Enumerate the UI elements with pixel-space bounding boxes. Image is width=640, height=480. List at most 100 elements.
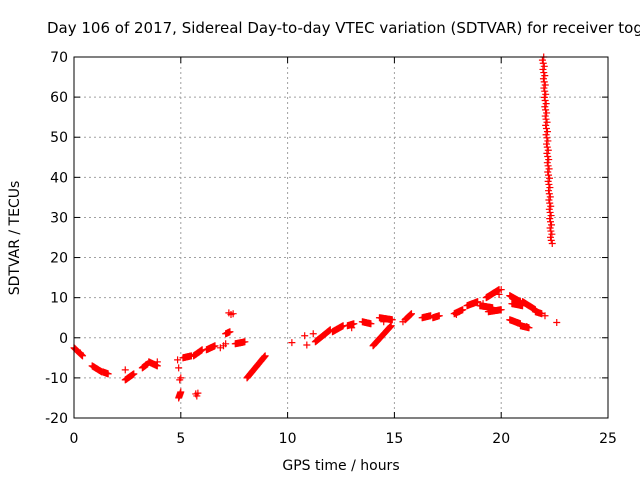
data-point xyxy=(544,152,552,160)
data-point xyxy=(545,205,553,213)
data-point xyxy=(497,306,505,314)
data-point xyxy=(541,81,549,89)
data-point xyxy=(435,312,443,320)
x-tick-label: 25 xyxy=(599,431,617,447)
data-point xyxy=(543,149,551,157)
data-point xyxy=(544,162,552,170)
data-point xyxy=(540,93,548,101)
data-point xyxy=(543,159,551,167)
data-point xyxy=(523,323,531,331)
y-tick-label: 70 xyxy=(50,50,68,66)
y-tick-label: 50 xyxy=(50,130,68,146)
data-point xyxy=(452,311,460,319)
data-point xyxy=(541,112,549,120)
data-point xyxy=(541,97,549,105)
data-point xyxy=(546,233,554,241)
data-point xyxy=(121,366,129,374)
data-point xyxy=(543,109,551,117)
data-point xyxy=(539,75,547,83)
data-point xyxy=(543,128,551,136)
data-point xyxy=(176,376,184,384)
data-point xyxy=(350,320,358,328)
data-point xyxy=(226,328,234,336)
data-point xyxy=(175,364,183,372)
data-point xyxy=(548,240,556,248)
data-point xyxy=(542,115,550,123)
data-point xyxy=(153,358,161,366)
data-point xyxy=(497,286,505,294)
data-point xyxy=(309,330,317,338)
data-point xyxy=(367,320,375,328)
data-point xyxy=(546,199,554,207)
data-point xyxy=(539,59,547,67)
data-point xyxy=(380,318,388,326)
data-point xyxy=(544,177,552,185)
data-point xyxy=(544,146,552,154)
data-point xyxy=(474,298,482,306)
y-tick-label: -10 xyxy=(45,371,68,387)
data-point xyxy=(542,100,550,108)
data-point xyxy=(194,389,202,397)
data-point xyxy=(261,352,269,360)
data-point xyxy=(543,140,551,148)
data-point xyxy=(459,306,467,314)
data-point xyxy=(241,338,249,346)
data-point xyxy=(546,193,554,201)
data-point xyxy=(545,171,553,179)
plot-frame xyxy=(73,56,609,419)
data-point xyxy=(545,190,553,198)
data-point xyxy=(512,296,520,304)
x-axis-label: GPS time / hours xyxy=(282,458,399,474)
data-point xyxy=(546,224,554,232)
data-point xyxy=(303,341,311,349)
data-point xyxy=(495,290,503,298)
data-point xyxy=(541,72,549,80)
y-axis-label: SDTVAR / TECUs xyxy=(7,181,23,296)
data-point xyxy=(546,215,554,223)
data-point xyxy=(553,319,561,327)
x-tick-label: 15 xyxy=(385,431,403,447)
data-point xyxy=(548,230,556,238)
data-point xyxy=(546,218,554,226)
data-point xyxy=(545,187,553,195)
data-point xyxy=(104,370,112,378)
x-tick-label: 0 xyxy=(70,431,79,447)
data-point xyxy=(540,84,548,92)
data-point xyxy=(539,65,547,73)
data-point xyxy=(545,196,553,204)
data-point xyxy=(543,134,551,142)
data-points xyxy=(70,53,561,402)
data-point xyxy=(229,310,237,318)
data-point xyxy=(541,312,549,320)
data-point xyxy=(547,212,555,220)
y-tick-label: -20 xyxy=(45,411,68,427)
data-point xyxy=(479,300,487,308)
data-point xyxy=(387,322,395,330)
data-point xyxy=(76,349,84,357)
data-point xyxy=(547,236,555,244)
data-point xyxy=(541,87,549,95)
x-axis-ticks: 0 5 10 15 20 25 xyxy=(70,57,617,447)
grid-lines xyxy=(74,57,608,418)
y-tick-label: 40 xyxy=(50,170,68,186)
data-point xyxy=(538,56,546,64)
data-point xyxy=(211,342,219,350)
data-point xyxy=(301,332,309,340)
data-point xyxy=(174,356,182,364)
data-point xyxy=(399,318,407,326)
data-point xyxy=(542,90,550,98)
data-point xyxy=(348,324,356,332)
y-axis-ticks: -20 -10 0 10 20 30 40 50 60 70 xyxy=(45,50,608,427)
data-point xyxy=(220,342,228,350)
data-point xyxy=(544,137,552,145)
x-tick-label: 20 xyxy=(492,431,510,447)
data-point xyxy=(542,106,550,114)
data-point xyxy=(546,208,554,216)
data-point xyxy=(547,227,555,235)
data-point xyxy=(177,388,185,396)
data-point xyxy=(545,165,553,173)
data-point xyxy=(407,310,415,318)
data-point xyxy=(545,156,553,164)
data-point xyxy=(542,121,550,129)
